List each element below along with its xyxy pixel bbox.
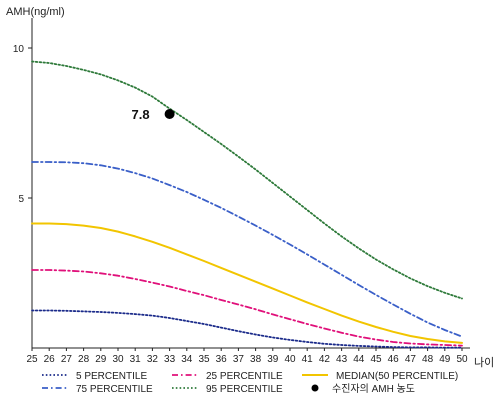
- series-line-4: [31, 60, 463, 300]
- legend-label-2: MEDIAN(50 PERCENTILE): [336, 371, 458, 382]
- legend-label-1: 25 PERCENTILE: [206, 371, 283, 382]
- y-tick-label: 10: [13, 44, 25, 55]
- x-tick-label: 28: [78, 354, 90, 365]
- x-tick-label: 26: [44, 354, 56, 365]
- x-tick-label: 49: [439, 354, 451, 365]
- x-tick-label: 31: [130, 354, 142, 365]
- x-tick-label: 27: [61, 354, 73, 365]
- x-tick-label: 35: [198, 354, 210, 365]
- x-tick-label: 39: [267, 354, 279, 365]
- x-tick-label: 32: [147, 354, 159, 365]
- series-line-3: [31, 161, 463, 338]
- legend-label-point: 수진자의 AMH 농도: [332, 383, 415, 395]
- x-tick-label: 48: [422, 354, 434, 365]
- x-tick-label: 50: [456, 354, 468, 365]
- x-tick-label: 29: [95, 354, 107, 365]
- y-tick-label: 5: [18, 194, 24, 205]
- legend: 5 PERCENTILE 25 PERCENTILE MEDIAN(50 PERCE…: [42, 371, 458, 395]
- highlight-point-label: 7.8: [132, 107, 150, 122]
- axes: [31, 18, 470, 349]
- x-tick-label: 37: [233, 354, 245, 365]
- legend-label-4: 95 PERCENTILE: [206, 384, 283, 395]
- x-tick-label: 40: [284, 354, 296, 365]
- x-tick-label: 36: [216, 354, 228, 365]
- x-axis-title: 나이: [474, 356, 494, 369]
- y-ticks: 5 10: [13, 44, 32, 205]
- x-tick-label: 46: [388, 354, 400, 365]
- x-tick-label: 41: [302, 354, 314, 365]
- legend-marker-point: [311, 384, 319, 392]
- x-tick-label: 30: [112, 354, 124, 365]
- series-line-0: [31, 309, 463, 349]
- highlight-point-group: 7.8: [132, 107, 175, 122]
- x-tick-label: 47: [405, 354, 417, 365]
- y-axis-title: AMH(ng/ml): [6, 6, 65, 18]
- x-tick-label: 33: [164, 354, 176, 365]
- x-tick-label: 38: [250, 354, 262, 365]
- highlight-point: [164, 109, 175, 119]
- x-tick-label: 42: [319, 354, 331, 365]
- x-tick-label: 25: [26, 354, 38, 365]
- x-tick-label: 34: [181, 354, 193, 365]
- legend-label-0: 5 PERCENTILE: [76, 371, 147, 382]
- series-lines: [31, 60, 463, 349]
- x-ticks: 25 26 27 28 29 30 31 32 33 34 35 36 37 38 39 40 41 42 43 44…: [26, 348, 468, 365]
- legend-label-3: 75 PERCENTILE: [76, 384, 153, 395]
- x-tick-label: 43: [336, 354, 348, 365]
- x-tick-label: 44: [353, 354, 365, 365]
- x-tick-label: 45: [370, 354, 382, 365]
- series-line-2: [31, 222, 463, 344]
- series-line-1: [31, 269, 463, 347]
